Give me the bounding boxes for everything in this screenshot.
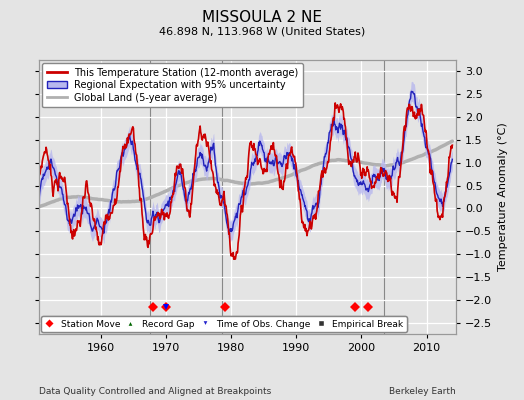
Text: 46.898 N, 113.968 W (United States): 46.898 N, 113.968 W (United States) <box>159 26 365 36</box>
Legend: Station Move, Record Gap, Time of Obs. Change, Empirical Break: Station Move, Record Gap, Time of Obs. C… <box>41 316 407 332</box>
Text: Berkeley Earth: Berkeley Earth <box>389 387 456 396</box>
Y-axis label: Temperature Anomaly (°C): Temperature Anomaly (°C) <box>498 123 508 271</box>
Text: Data Quality Controlled and Aligned at Breakpoints: Data Quality Controlled and Aligned at B… <box>39 387 271 396</box>
Text: MISSOULA 2 NE: MISSOULA 2 NE <box>202 10 322 25</box>
